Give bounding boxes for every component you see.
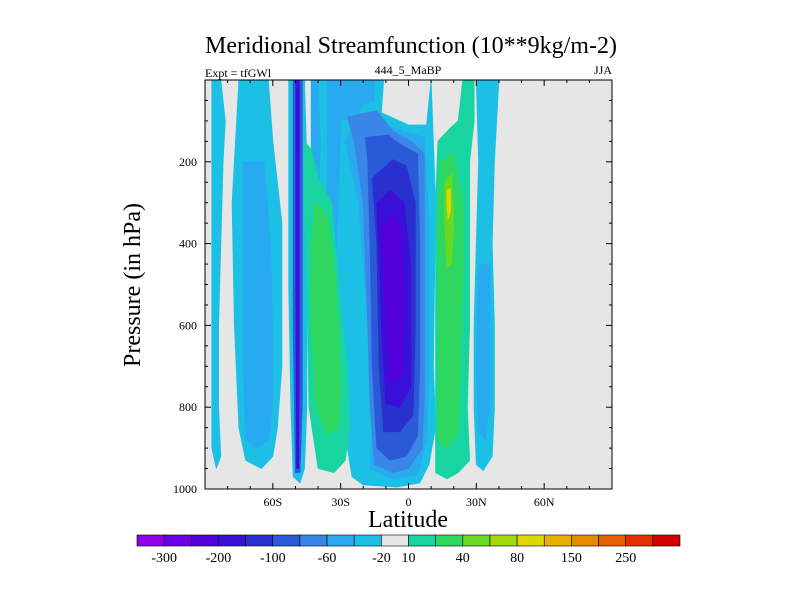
colorbar-label: -60 bbox=[318, 551, 337, 566]
contour-region-westerly-left bbox=[211, 80, 226, 469]
colorbar-swatch bbox=[326, 534, 355, 547]
x-axis: 60S 30S 0 30N 60N bbox=[204, 80, 613, 509]
colorbar-label: -300 bbox=[151, 551, 177, 566]
y-tick-label: 1000 bbox=[173, 482, 197, 496]
chart-title: Meridional Streamfunction (10**9kg/m-2) bbox=[205, 33, 617, 59]
colorbar-swatch bbox=[245, 534, 274, 547]
x-tick-label: 60S bbox=[263, 495, 282, 509]
colorbar-label: 10 bbox=[402, 551, 416, 566]
colorbar-swatch bbox=[462, 534, 491, 547]
y-tick-label: 600 bbox=[179, 318, 197, 332]
colorbar-swatch bbox=[218, 534, 246, 547]
x-tick-label: 30S bbox=[331, 495, 350, 509]
colorbar-swatch bbox=[136, 534, 165, 547]
x-axis-label: Latitude bbox=[368, 507, 448, 533]
contour-region-ferrel-south-core bbox=[242, 161, 274, 449]
colorbar-swatch bbox=[435, 534, 464, 547]
y-tick-label: 200 bbox=[179, 155, 197, 169]
colorbar-label: 250 bbox=[615, 551, 636, 566]
y-tick-label: 400 bbox=[179, 237, 197, 251]
y-axis: 200 400 600 800 1000 bbox=[173, 79, 612, 496]
colorbar-swatch bbox=[163, 534, 192, 547]
contour-region-north-positive-peak bbox=[446, 187, 452, 220]
x-tick-label: 30N bbox=[466, 495, 487, 509]
x-tick-label: 0 bbox=[406, 495, 412, 509]
contour-region-north-positive-core bbox=[437, 153, 464, 449]
colorbar-swatch bbox=[571, 534, 599, 547]
colorbar: -300 -200 -100 -60 -20 10 40 80 150 250 bbox=[136, 534, 681, 566]
colorbar-swatch bbox=[272, 534, 301, 547]
colorbar-swatch bbox=[299, 534, 328, 547]
contour-region-north-positive-inner bbox=[444, 173, 455, 269]
colorbar-label: 40 bbox=[456, 551, 470, 566]
contour-fill-layer bbox=[211, 80, 500, 488]
experiment-label: Expt = tfGWl bbox=[205, 66, 272, 80]
y-axis-label: Pressure (in hPa) bbox=[120, 203, 146, 367]
colorbar-swatch bbox=[191, 534, 219, 547]
colorbar-label: 150 bbox=[561, 551, 582, 566]
colorbar-label: -100 bbox=[260, 551, 286, 566]
contour-region-north-jet-outer bbox=[475, 263, 491, 441]
colorbar-swatch bbox=[516, 534, 545, 547]
x-tick-label: 60N bbox=[534, 495, 555, 509]
colorbar-label: -200 bbox=[206, 551, 232, 566]
y-tick-label: 800 bbox=[179, 400, 197, 414]
colorbar-swatch bbox=[408, 534, 436, 547]
contour-region-south-positive-core bbox=[310, 202, 342, 437]
colorbar-swatch bbox=[625, 534, 654, 547]
season-label: JJA bbox=[594, 63, 612, 77]
colorbar-swatch bbox=[489, 534, 518, 547]
contour-region-southern-jet-center bbox=[295, 80, 300, 469]
colorbar-swatch bbox=[543, 534, 572, 547]
case-label: 444_5_MaBP bbox=[375, 63, 442, 77]
colorbar-label: 80 bbox=[510, 551, 524, 566]
colorbar-swatch bbox=[652, 534, 681, 547]
colorbar-swatch bbox=[598, 534, 626, 547]
colorbar-swatch bbox=[353, 534, 382, 547]
colorbar-label: -20 bbox=[372, 551, 391, 566]
contour-region-hadley-peak bbox=[380, 214, 405, 384]
colorbar-swatch bbox=[381, 534, 409, 547]
